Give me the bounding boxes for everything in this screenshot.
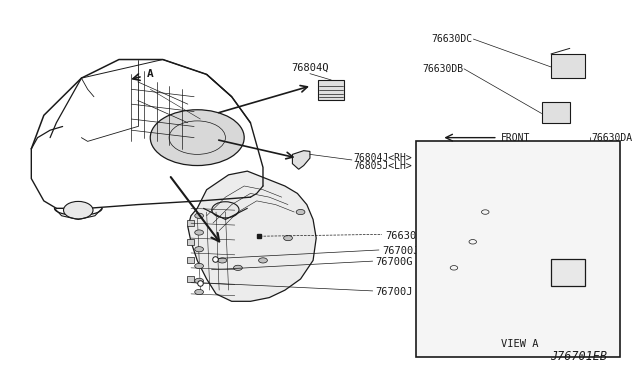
- Text: 76805J<LH>: 76805J<LH>: [354, 161, 413, 170]
- Bar: [417, 141, 620, 357]
- Bar: [551, 54, 586, 78]
- Text: 76630DB: 76630DB: [422, 64, 463, 74]
- Bar: [318, 80, 344, 100]
- Text: 76700J: 76700J: [376, 287, 413, 297]
- Circle shape: [195, 247, 204, 252]
- Circle shape: [284, 235, 292, 241]
- Bar: [187, 276, 194, 282]
- Text: 76700G: 76700G: [376, 257, 413, 267]
- Text: A: A: [147, 70, 154, 79]
- Circle shape: [234, 265, 243, 270]
- Text: VIEW A: VIEW A: [501, 339, 538, 349]
- Polygon shape: [188, 171, 316, 301]
- Bar: [187, 220, 194, 226]
- Text: 76630DA: 76630DA: [592, 133, 633, 142]
- Polygon shape: [292, 151, 310, 169]
- Polygon shape: [204, 130, 210, 138]
- Circle shape: [218, 258, 227, 263]
- Circle shape: [195, 289, 204, 295]
- Circle shape: [195, 263, 204, 269]
- Circle shape: [296, 209, 305, 215]
- Bar: [187, 239, 194, 245]
- Bar: [187, 257, 194, 263]
- Circle shape: [150, 110, 244, 166]
- Circle shape: [195, 278, 204, 283]
- Text: 76804J<RH>: 76804J<RH>: [354, 153, 413, 163]
- Polygon shape: [185, 126, 194, 132]
- Circle shape: [212, 202, 239, 218]
- Text: J76701EB: J76701EB: [550, 350, 607, 363]
- Text: 76700J: 76700J: [382, 246, 419, 256]
- Text: FRONT: FRONT: [501, 133, 531, 142]
- Text: 76804Q: 76804Q: [291, 62, 329, 73]
- Circle shape: [259, 258, 268, 263]
- Text: 76630D: 76630D: [385, 231, 422, 241]
- Text: 76630DC: 76630DC: [431, 34, 473, 44]
- Bar: [551, 259, 586, 286]
- Circle shape: [195, 230, 204, 235]
- Bar: [541, 102, 570, 123]
- Circle shape: [63, 201, 93, 219]
- Circle shape: [195, 213, 204, 218]
